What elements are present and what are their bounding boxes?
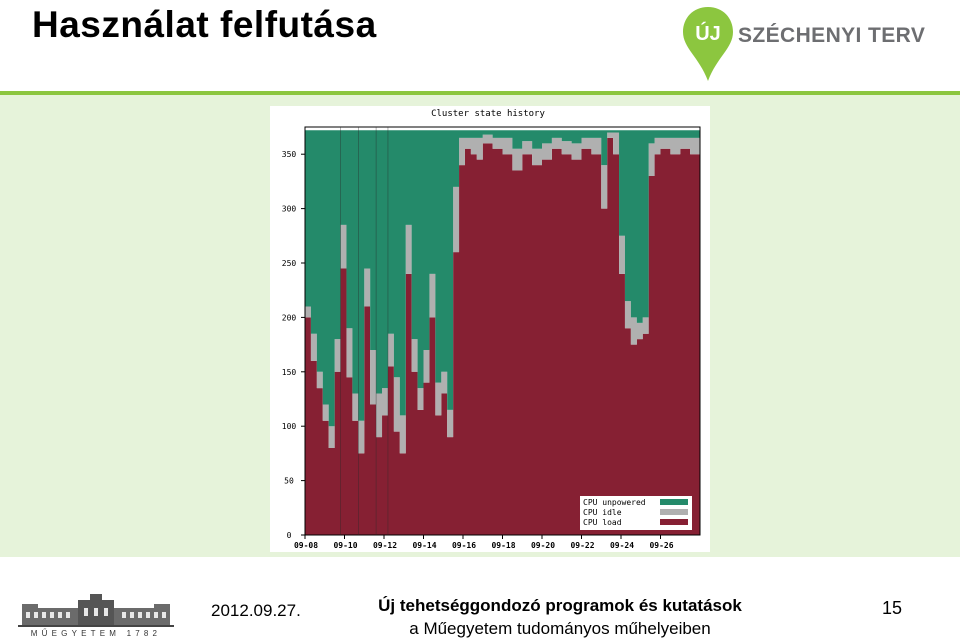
brand-pin-letters: ÚJ	[695, 21, 721, 45]
area-cpu-unpowered	[305, 130, 700, 427]
y-tick-label: 100	[282, 422, 297, 431]
x-tick-label: 09-24	[610, 541, 634, 550]
y-tick-label: 50	[284, 477, 294, 486]
szechenyi-terv-logo: ÚJ SZÉCHENYI TERV	[680, 5, 930, 83]
y-tick-label: 200	[282, 313, 297, 322]
legend-swatch	[660, 519, 688, 525]
footer-logo-text: MŰEGYETEM 1782	[30, 629, 162, 638]
x-tick-label: 09-12	[373, 541, 397, 550]
cluster-state-chart: Cluster state history 0 50 100 150 200 250 300…	[270, 106, 710, 552]
x-tick-label: 09-26	[649, 541, 673, 550]
legend-swatch	[660, 509, 688, 515]
uj-pin-icon: ÚJ	[683, 7, 733, 81]
x-tick-label: 09-20	[531, 541, 555, 550]
y-tick-label: 300	[282, 205, 297, 214]
program-line-2: a Műegyetem tudományos műhelyeiben	[409, 619, 711, 638]
legend-swatch	[660, 499, 688, 505]
x-tick-label: 09-14	[412, 541, 436, 550]
university-building-icon	[18, 594, 174, 627]
header-divider	[0, 91, 960, 95]
y-tick-label: 250	[282, 259, 297, 268]
x-tick-label: 09-08	[294, 541, 318, 550]
x-tick-label: 09-10	[333, 541, 357, 550]
x-tick-label: 09-16	[452, 541, 476, 550]
footer-program: Új tehetséggondozó programok és kutatáso…	[340, 594, 780, 640]
footer-date: 2012.09.27.	[211, 601, 301, 620]
program-line-1: Új tehetséggondozó programok és kutatáso…	[378, 596, 742, 615]
x-tick-label: 09-22	[570, 541, 594, 550]
legend-label: CPU unpowered	[583, 498, 646, 507]
x-tick-label: 09-18	[491, 541, 515, 550]
page-number: 15	[882, 598, 903, 618]
y-tick-label: 350	[282, 150, 297, 159]
y-tick-label: 0	[287, 531, 292, 540]
slide-title: Használat felfutása	[32, 4, 377, 45]
chart-title: Cluster state history	[431, 109, 545, 119]
area-cpu-load	[305, 137, 700, 535]
muegyetem-logo: MŰEGYETEM 1782	[18, 594, 174, 638]
y-tick-label: 150	[282, 368, 297, 377]
chart-svg: Cluster state history 0 50 100 150 200 250 300…	[282, 109, 701, 550]
legend-label: CPU load	[583, 518, 622, 527]
brand-text: SZÉCHENYI TERV	[738, 24, 926, 47]
legend-label: CPU idle	[583, 508, 622, 517]
